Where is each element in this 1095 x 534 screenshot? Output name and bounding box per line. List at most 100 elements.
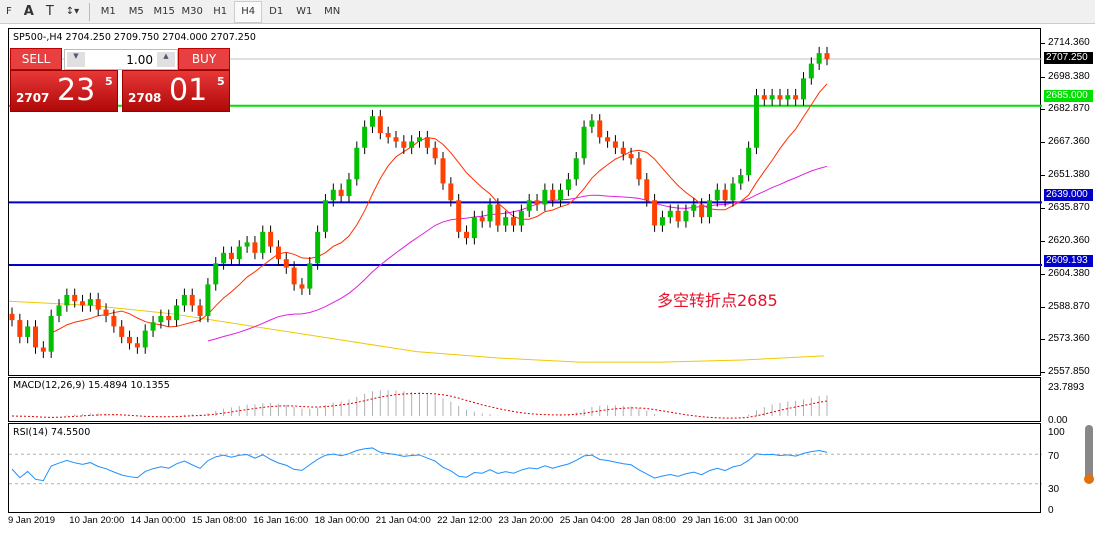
- candle-body: [307, 263, 313, 289]
- candle-body: [628, 154, 634, 159]
- candle-body: [605, 137, 611, 142]
- buy-price-large: 01: [169, 73, 208, 108]
- candle-body: [315, 231, 321, 264]
- candle-body: [597, 120, 603, 138]
- timeframe-h4[interactable]: H4: [234, 0, 263, 23]
- rsi-title: RSI(14) 74.5500: [13, 427, 91, 438]
- price-tick: [1041, 109, 1045, 111]
- candle-body: [487, 204, 493, 222]
- lot-decrease-button[interactable]: ▼: [67, 52, 85, 67]
- timeframe-m5[interactable]: M5: [128, 6, 144, 17]
- time-label: 10 Jan 20:00: [69, 515, 125, 526]
- text-label-tool-icon[interactable]: T: [45, 4, 54, 19]
- candle-body: [722, 189, 728, 201]
- candle-body: [777, 95, 783, 100]
- candle-body: [9, 313, 15, 321]
- candle-body: [691, 204, 697, 211]
- candle-body: [565, 179, 571, 190]
- time-axis: 9 Jan 2019 10 Jan 20:00 14 Jan 00:00 15 Jan…: [8, 514, 1041, 530]
- timeframe-m1[interactable]: M1: [100, 6, 116, 17]
- time-label: 23 Jan 20:00: [498, 515, 554, 526]
- candle-body: [33, 326, 39, 348]
- candle-body: [362, 126, 368, 148]
- candle-body: [56, 305, 62, 316]
- macd-title: MACD(12,26,9) 15.4894 10.1355: [13, 380, 170, 391]
- hline-price-tag: 2639.000: [1044, 188, 1093, 201]
- candle-body: [479, 217, 485, 222]
- price-label: 2588.870: [1048, 300, 1090, 312]
- candle-body: [456, 200, 462, 232]
- candle-body: [495, 204, 501, 226]
- price-label: 2573.360: [1048, 333, 1090, 345]
- candle-body: [322, 200, 328, 232]
- chart-annotation[interactable]: 多空转折点2685: [657, 291, 778, 310]
- candle-body: [25, 326, 31, 337]
- candle-body: [221, 252, 227, 264]
- candle-body: [87, 299, 93, 306]
- timeframe-m15[interactable]: M15: [153, 6, 175, 17]
- candle-body: [432, 147, 438, 159]
- candle-body: [181, 294, 187, 306]
- candle-body: [189, 294, 195, 306]
- candle-body: [291, 267, 297, 285]
- price-label: 2682.870: [1048, 103, 1090, 115]
- indicator-axis-label: 70: [1048, 451, 1060, 462]
- candle-body: [205, 284, 211, 316]
- hline-price-tag: 2609.193: [1044, 255, 1093, 268]
- candle-body: [111, 315, 117, 327]
- candle-body: [808, 63, 814, 79]
- candle-body: [275, 246, 281, 260]
- candle-body: [377, 116, 383, 134]
- timeframe-h1[interactable]: H1: [213, 6, 228, 17]
- scrollbar[interactable]: [1084, 425, 1094, 484]
- candle-body: [753, 95, 759, 148]
- candle-body: [440, 158, 446, 184]
- buy-price-button[interactable]: 2708 01 5: [122, 70, 230, 112]
- divider: [89, 2, 91, 21]
- sell-price-small: 2707: [16, 91, 50, 105]
- lot-value[interactable]: 1.00: [126, 53, 153, 67]
- sell-button[interactable]: SELL: [10, 48, 62, 70]
- candle-body: [174, 305, 180, 321]
- lot-increase-button[interactable]: ▲: [157, 52, 175, 67]
- medium-ma-line: [207, 165, 828, 342]
- price-label: 2698.380: [1048, 70, 1090, 82]
- candle-body: [589, 120, 595, 127]
- arrows-tool-icon[interactable]: ↕▾: [65, 6, 80, 17]
- timeframe-w1[interactable]: W1: [296, 6, 313, 17]
- candle-body: [213, 263, 219, 285]
- grid-tool-icon[interactable]: F: [6, 6, 12, 17]
- candle-body: [706, 200, 712, 218]
- candle-body: [401, 141, 407, 148]
- candle-body: [95, 299, 101, 310]
- indicator-axis-label: 23.7893: [1048, 382, 1085, 393]
- price-tick: [1041, 141, 1045, 143]
- candle-body: [800, 78, 806, 100]
- candlestick-chart: [9, 46, 1042, 363]
- indicator-axis-label: 0: [1048, 505, 1054, 516]
- timeframe-d1[interactable]: D1: [269, 6, 284, 17]
- candle-body: [769, 95, 775, 100]
- rsi-chart: [9, 447, 1042, 485]
- candle-body: [761, 95, 767, 100]
- time-label: 18 Jan 00:00: [314, 515, 370, 526]
- price-label: 2620.360: [1048, 234, 1090, 246]
- candle-body: [699, 204, 705, 218]
- price-label: 2557.850: [1048, 365, 1090, 377]
- sell-price-button[interactable]: 2707 23 5: [10, 70, 118, 112]
- indicator-axis-label: 30: [1048, 484, 1060, 495]
- candle-body: [573, 158, 579, 180]
- lot-size-input[interactable]: ▼ 1.00 ▲: [64, 49, 178, 70]
- buy-button[interactable]: BUY: [178, 48, 230, 70]
- timeframe-mn[interactable]: MN: [324, 6, 341, 17]
- time-label: 28 Jan 08:00: [621, 515, 676, 526]
- candle-body: [197, 305, 203, 316]
- candle-body: [166, 315, 172, 321]
- candle-body: [793, 95, 799, 100]
- hline-price-tag: 2685.000: [1044, 90, 1093, 103]
- chart-title: SP500-,H4 2704.250 2709.750 2704.000 270…: [13, 32, 256, 43]
- macd-signal-line: [11, 392, 828, 419]
- candle-body: [675, 210, 681, 222]
- timeframe-m30[interactable]: M30: [181, 6, 203, 17]
- text-tool-icon[interactable]: A: [23, 4, 34, 19]
